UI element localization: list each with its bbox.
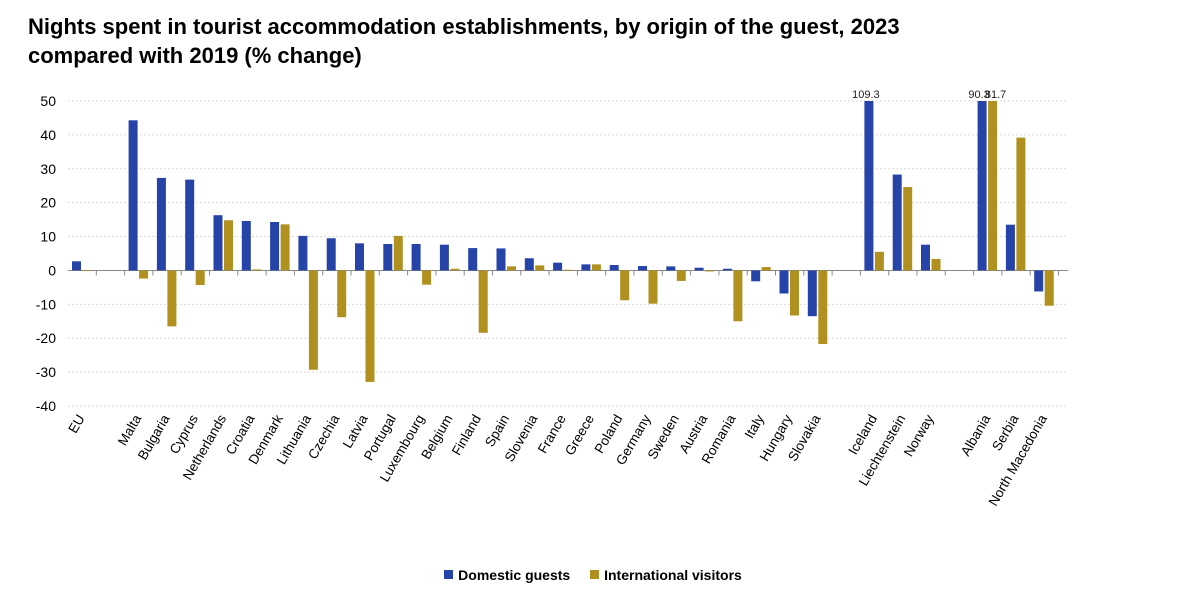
bar-international [393,235,403,271]
bar-international [535,265,545,271]
x-tick-label: EU [65,412,87,436]
bar-domestic [439,244,449,271]
y-tick-label: 20 [40,195,56,211]
bar-international [422,270,432,285]
bar-domestic [581,264,591,271]
y-tick-label: -30 [36,364,56,380]
bar-domestic [72,261,81,271]
bar-domestic [977,101,987,271]
data-label: 81.7 [985,89,1006,101]
bar-international [224,220,233,271]
y-tick-label: 50 [40,93,56,109]
bar-domestic [751,270,761,282]
bar-domestic [298,235,308,271]
legend: Domestic guests International visitors [0,566,1186,583]
bar-international [563,269,573,271]
bar-domestic [807,270,817,317]
bar-international [308,270,318,370]
bar-domestic [156,177,166,271]
bar-international [705,270,715,272]
legend-item-international: International visitors [590,567,742,583]
bar-domestic [864,101,874,271]
bar-international [195,270,205,286]
x-tick-label: Spain [482,412,512,449]
legend-label-domestic: Domestic guests [458,566,571,583]
bar-international [252,269,262,271]
bar-domestic [722,268,732,271]
bar-international [676,270,686,281]
data-label: 90.3 [968,89,989,101]
bar-international [903,187,913,271]
bar-international [450,268,460,271]
bar-domestic [411,244,421,271]
bar-international [1016,137,1026,271]
bar-international [874,251,884,271]
bar-international [790,270,799,316]
bar-international [365,270,375,382]
bar-international [139,270,149,279]
bar-domestic [326,238,336,271]
chart-title: Nights spent in tourist accommodation es… [28,14,900,68]
bar-international [818,270,828,344]
y-tick-label: 40 [40,127,56,143]
bar-international [620,270,630,301]
y-tick-label: -10 [36,296,56,312]
bar-domestic [892,174,902,271]
legend-item-domestic: Domestic guests [444,567,570,583]
x-tick-label: North Macedonia [986,412,1051,509]
bar-domestic [638,266,647,271]
data-label: 109.3 [852,89,880,101]
bar-international [1044,270,1054,306]
bar-international [478,270,488,333]
bar-international [591,264,601,271]
bar-international [931,258,941,271]
bar-domestic [213,215,223,271]
x-tick-label: Albania [958,412,994,459]
bar-domestic [609,265,619,271]
bar-domestic [185,179,195,271]
bar-domestic [553,262,563,271]
bar-domestic [921,244,930,271]
legend-label-international: International visitors [604,566,742,583]
y-tick-label: 30 [40,161,56,177]
y-tick-label: 10 [40,229,56,245]
y-tick-label: -20 [36,330,56,346]
bar-international [733,270,743,322]
bar-domestic [270,221,280,271]
bar-international [648,270,658,304]
bar-domestic [383,244,393,271]
bar-domestic [128,120,138,271]
bar-domestic [1034,270,1044,292]
bar-domestic [666,266,676,271]
bar-domestic [1005,224,1015,271]
bar-domestic [468,248,478,271]
bar-international [167,270,177,327]
bar-international [761,267,771,271]
bar-domestic [779,270,789,294]
x-tick-label: Malta [115,412,145,449]
bar-domestic [524,258,534,271]
bar-international [988,101,998,271]
bar-domestic [496,248,506,271]
bar-domestic [694,267,704,271]
x-tick-label: Italy [742,412,767,441]
y-tick-label: 0 [48,262,56,278]
bar-international [507,266,516,271]
legend-swatch-international [590,570,600,579]
bar-domestic [355,243,364,271]
y-tick-label: -40 [36,398,56,414]
bar-international [280,224,290,271]
bar-international [82,270,92,272]
legend-swatch-domestic [444,570,454,579]
bar-domestic [241,220,251,271]
bar-international [337,270,347,318]
